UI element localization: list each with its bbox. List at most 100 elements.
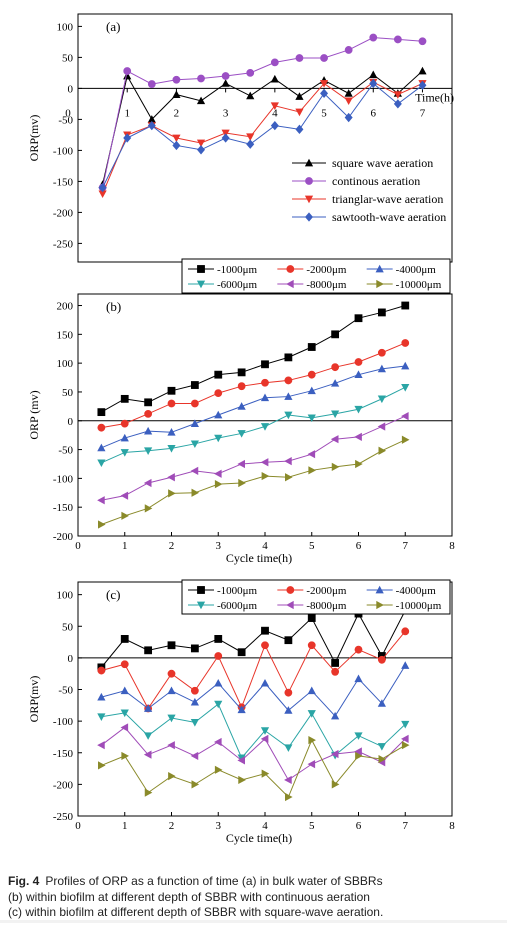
x-tick-label: 7 <box>403 820 409 832</box>
data-point <box>377 422 386 431</box>
legend-label: -8000μm <box>306 279 347 291</box>
y-tick-label: -200 <box>53 779 74 791</box>
data-point <box>401 339 410 347</box>
divider <box>0 920 507 923</box>
data-point <box>377 743 386 751</box>
data-point <box>285 792 293 802</box>
data-point <box>307 710 316 718</box>
data-point <box>319 80 329 88</box>
data-point <box>190 440 199 449</box>
data-point <box>284 775 292 785</box>
data-point <box>147 80 156 88</box>
data-point <box>320 54 328 62</box>
data-point <box>344 46 353 54</box>
x-tick-label: 5 <box>309 820 315 832</box>
data-point <box>98 520 106 529</box>
data-point <box>295 108 304 117</box>
data-point <box>214 700 223 709</box>
data-point <box>237 368 246 377</box>
x-tick-label: 6 <box>356 540 362 552</box>
series-line-5 <box>101 439 406 525</box>
legend-marker <box>305 212 313 222</box>
x-tick-label: 2 <box>169 820 175 832</box>
data-point <box>260 393 270 402</box>
data-point <box>238 775 246 785</box>
data-point <box>331 711 340 720</box>
series-line-5 <box>101 738 406 798</box>
data-point <box>143 478 152 488</box>
panel-label: (c) <box>106 587 120 602</box>
data-point <box>295 92 304 100</box>
data-point <box>168 489 176 498</box>
data-point <box>330 435 339 444</box>
series-line-0 <box>102 70 423 185</box>
data-point <box>97 741 105 750</box>
x-tick-label: 3 <box>216 540 222 552</box>
series-line-4 <box>101 726 406 781</box>
data-point <box>237 430 246 438</box>
data-point <box>190 751 199 761</box>
data-point <box>330 749 339 759</box>
y-tick-label: -250 <box>53 238 74 250</box>
data-point <box>143 750 152 759</box>
data-point <box>120 433 129 442</box>
data-point <box>97 443 106 452</box>
data-point <box>401 435 410 444</box>
data-point <box>172 90 181 98</box>
data-point <box>214 765 223 774</box>
x-axis-label: Cycle time(h) <box>226 831 292 845</box>
x-tick-label: 1 <box>124 107 130 119</box>
data-point <box>331 330 340 339</box>
data-point <box>261 626 269 635</box>
figure-label: Fig. 4 <box>8 874 40 888</box>
data-point <box>393 91 402 99</box>
x-tick-label: 7 <box>420 107 426 119</box>
data-point <box>120 723 129 732</box>
y-tick-label: -150 <box>53 176 74 188</box>
data-point <box>331 363 340 372</box>
data-point <box>344 89 353 97</box>
caption-line-2: (b) within biofilm at different depth of… <box>8 889 370 904</box>
plot-frame <box>77 581 453 817</box>
y-tick-label: 200 <box>57 301 74 313</box>
legend-label: sawtooth-wave aeration <box>332 210 446 224</box>
data-point <box>260 458 269 467</box>
data-point <box>197 145 206 155</box>
data-point <box>147 120 156 131</box>
data-point <box>418 80 427 90</box>
data-point <box>214 389 223 398</box>
data-point <box>260 423 270 431</box>
data-point <box>196 96 206 105</box>
caption-line-3: (c) within biofilm at different depth of… <box>8 905 384 919</box>
x-tick-label: 4 <box>262 820 268 832</box>
y-tick-label: -100 <box>53 145 74 157</box>
legend-label: -4000μm <box>396 264 437 276</box>
data-point <box>261 641 269 650</box>
data-point <box>284 706 293 714</box>
data-point <box>260 727 270 735</box>
data-point <box>237 402 246 410</box>
data-point <box>144 447 153 455</box>
panel-label: (b) <box>106 299 121 314</box>
data-point <box>378 446 387 455</box>
data-point <box>167 473 175 482</box>
data-point <box>167 445 176 453</box>
x-tick-label: 3 <box>223 107 229 119</box>
data-point <box>354 358 363 366</box>
y-tick-label: 50 <box>62 387 74 399</box>
series-line-3 <box>102 82 423 188</box>
series-line-2 <box>102 81 423 194</box>
data-point <box>354 405 363 414</box>
legend-label: -6000μm <box>217 279 258 291</box>
y-tick-label: -100 <box>53 473 74 485</box>
data-point <box>270 120 279 131</box>
legend-box <box>181 579 451 615</box>
series-line-2 <box>101 365 406 449</box>
data-point <box>221 79 230 87</box>
data-point <box>246 91 255 100</box>
x-tick-label: 5 <box>309 540 315 552</box>
data-point <box>401 383 410 392</box>
data-point <box>97 692 106 701</box>
data-point <box>246 133 255 141</box>
